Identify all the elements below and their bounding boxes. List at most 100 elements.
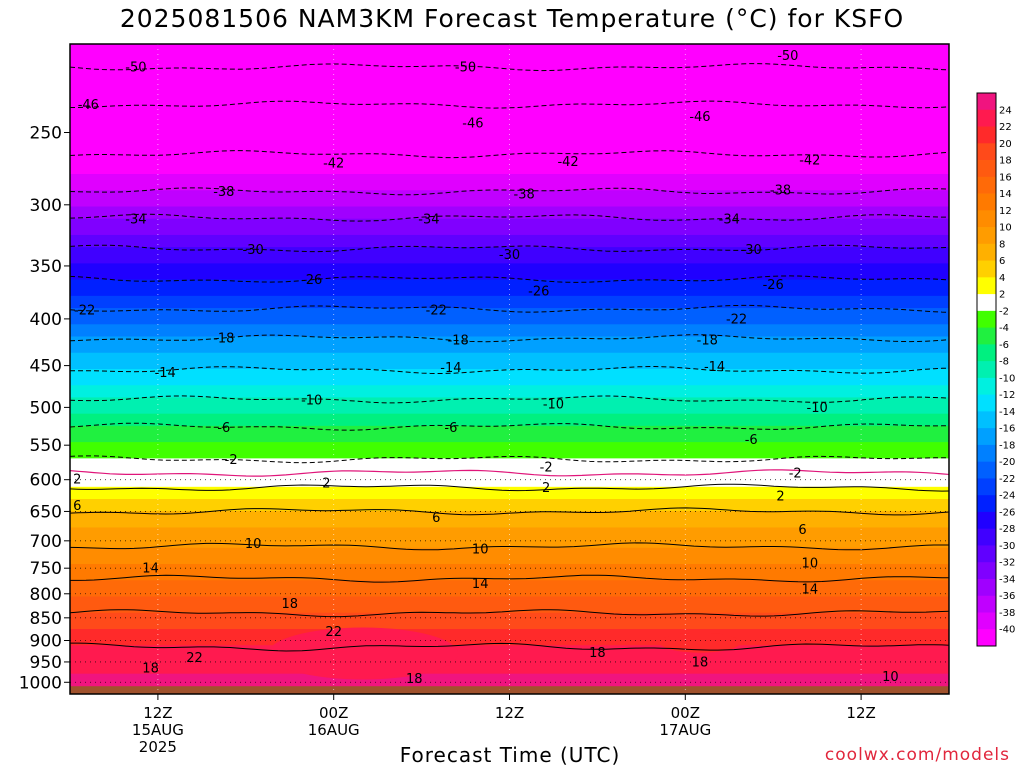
- temperature-band: [70, 612, 949, 618]
- colorbar-tick-label: 24: [999, 105, 1012, 116]
- temperature-band: [70, 490, 949, 496]
- temperature-band: [70, 588, 949, 594]
- y-tick-label: 250: [30, 123, 62, 143]
- contour-label: -26: [301, 273, 322, 288]
- temperature-band: [70, 275, 949, 281]
- colorbar-tick-label: -4: [999, 323, 1009, 334]
- colorbar-swatch: [977, 461, 996, 479]
- temperature-band: [70, 190, 949, 195]
- chart-title: 2025081506 NAM3KM Forecast Temperature (…: [119, 4, 905, 33]
- temperature-band: [70, 446, 949, 451]
- colorbar-swatch: [977, 495, 996, 513]
- contour-label: -2: [540, 460, 553, 475]
- temperature-band: [70, 494, 949, 500]
- x-axis-label: Forecast Time (UTC): [399, 743, 621, 767]
- colorbar-swatch: [977, 260, 996, 278]
- temperature-band: [70, 125, 949, 130]
- temperature-band: [70, 174, 949, 179]
- x-tick-label: 17AUG: [659, 721, 711, 739]
- temperature-band: [70, 352, 949, 358]
- temperature-band: [70, 149, 949, 155]
- colorbar-swatch: [977, 193, 996, 211]
- x-tick-label: 00Z: [671, 704, 700, 722]
- temperature-band: [70, 344, 949, 350]
- colorbar-tick-label: -32: [999, 558, 1015, 569]
- colorbar-swatch: [977, 210, 996, 228]
- temperature-band: [70, 559, 949, 565]
- credit-text: coolwx.com/models: [824, 745, 1010, 765]
- y-tick-label: 700: [30, 532, 62, 552]
- temperature-band: [70, 633, 949, 638]
- contour-label: 2: [776, 489, 784, 504]
- colorbar-swatch: [977, 612, 996, 630]
- temperature-band: [70, 393, 949, 399]
- y-tick-label: 800: [30, 585, 62, 605]
- temperature-band: [70, 434, 949, 439]
- temperature-band: [70, 68, 949, 74]
- isotherm-line: [70, 63, 949, 72]
- temperature-band: [70, 328, 949, 334]
- colorbar-tick-label: 4: [999, 273, 1005, 284]
- isotherm-line: [70, 150, 949, 159]
- y-tick-label: 600: [30, 471, 62, 491]
- temperature-band: [70, 308, 949, 313]
- temperature-band: [70, 153, 949, 159]
- contour-label: 6: [432, 511, 440, 526]
- contour-label: -42: [799, 154, 820, 169]
- temperature-band: [70, 466, 949, 472]
- colorbar-tick-label: -38: [999, 608, 1015, 619]
- temperature-band: [70, 60, 949, 65]
- temperature-band: [70, 251, 949, 256]
- temperature-band: [70, 523, 949, 529]
- x-tick-label: 12Z: [495, 704, 524, 722]
- temperature-band: [70, 665, 949, 671]
- temperature-band: [70, 186, 949, 191]
- temperature-band: [70, 369, 949, 374]
- colorbar-swatch: [977, 93, 996, 111]
- contour-label: -22: [426, 303, 447, 318]
- contour-label: -34: [418, 213, 439, 228]
- contour-label: 10: [472, 543, 489, 558]
- contour-label: -46: [462, 116, 483, 131]
- y-tick-label: 950: [30, 653, 62, 673]
- contour-label: -38: [514, 188, 535, 203]
- warm-core-22: [268, 627, 458, 680]
- colorbar-swatch: [977, 344, 996, 362]
- temperature-band: [70, 649, 949, 654]
- isotherm-line: [70, 334, 949, 343]
- temperature-band: [70, 429, 949, 435]
- colorbar-swatch: [977, 629, 996, 647]
- contour-label: 2: [73, 473, 81, 488]
- temperature-band: [70, 364, 949, 370]
- isotherm-line: [70, 395, 949, 404]
- temperature-band: [70, 234, 949, 240]
- temperature-band: [70, 113, 949, 118]
- y-tick-label: 550: [30, 436, 62, 456]
- colorbar-swatch: [977, 294, 996, 312]
- x-tick-label: 2025: [139, 738, 177, 756]
- temperature-band: [70, 417, 949, 423]
- contour-label: -2: [789, 467, 802, 482]
- colorbar-swatch: [977, 545, 996, 563]
- temperature-band: [70, 669, 949, 675]
- temperature-band: [70, 299, 949, 305]
- isotherm-line: [70, 187, 949, 196]
- contour-label: -34: [719, 213, 740, 228]
- x-tick-label: 16AUG: [308, 721, 360, 739]
- contour-label: -30: [243, 243, 264, 258]
- y-tick-label: 450: [30, 357, 62, 377]
- colorbar-tick-label: -20: [999, 457, 1015, 468]
- temperature-band: [70, 178, 949, 183]
- colorbar-tick-label: -10: [999, 373, 1015, 384]
- colorbar-swatch: [977, 109, 996, 127]
- temperature-band: [70, 259, 949, 264]
- isotherm-line: [70, 365, 949, 375]
- temperature-band: [70, 661, 949, 667]
- colorbar-swatch: [977, 227, 996, 245]
- contour-label: -50: [777, 49, 798, 64]
- colorbar-swatch: [977, 126, 996, 144]
- temperature-band: [70, 194, 949, 199]
- contour-label: -18: [697, 334, 718, 349]
- colorbar-tick-label: 20: [999, 139, 1012, 150]
- temperature-band: [70, 157, 949, 163]
